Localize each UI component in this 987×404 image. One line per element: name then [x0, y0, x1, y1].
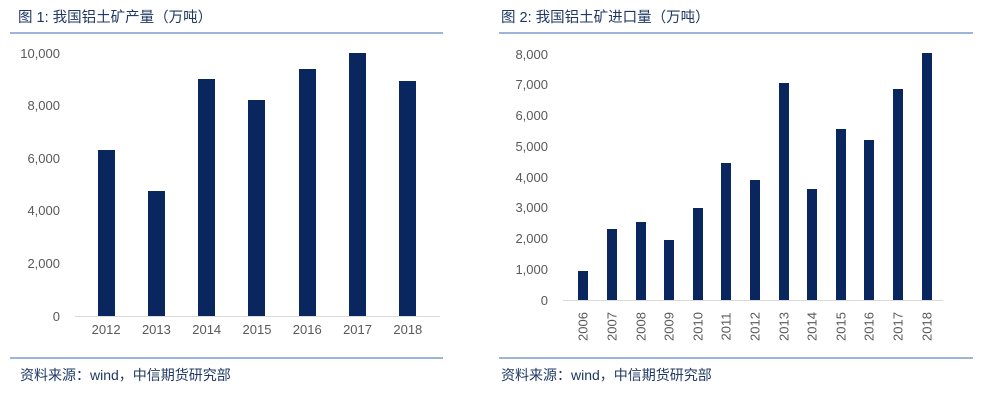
x-axis-label: 2018	[393, 322, 423, 337]
x-axis-label: 2014	[804, 312, 820, 341]
chart-title: 图 2: 我国铝土矿进口量（万吨）	[501, 10, 710, 26]
bar	[578, 270, 589, 300]
x-axis-label: 2015	[833, 312, 849, 341]
figure-panel-imports: 图 2: 我国铝土矿进口量（万吨） 0 1,000 2,000 3,000 4,000 5…	[493, 0, 987, 404]
y-axis-tick-label: 8,000	[27, 98, 60, 114]
y-axis-tick-label: 0	[52, 308, 60, 324]
bar	[749, 180, 760, 300]
bar	[664, 240, 675, 300]
x-axis-label: 2014	[192, 322, 222, 337]
y-axis-tick-label: 10,000	[20, 45, 60, 61]
y-axis-tick-label: 8,000	[515, 46, 548, 62]
bar	[606, 229, 617, 300]
bar	[97, 150, 115, 316]
x-axis-label: 2017	[343, 322, 372, 337]
source-rule	[10, 357, 443, 359]
x-axis-label: 2013	[141, 322, 171, 337]
bar	[635, 221, 646, 300]
bar	[198, 79, 216, 316]
figure-panel-production: 图 1: 我国铝土矿产量（万吨） 0 2,000 4,000 6,000 8,000 10…	[0, 0, 493, 404]
y-axis-tick-label: 7,000	[515, 77, 548, 93]
x-axis-line	[563, 300, 943, 301]
x-axis-label: 2013	[776, 312, 792, 341]
source-note: 资料来源：wind，中信期货研究部	[501, 367, 712, 383]
bar-chart-production: 0 2,000 4,000 6,000 8,000 10,000 2012 2013 2014 2…	[0, 0, 493, 404]
x-axis-line	[75, 316, 440, 317]
x-axis-label: 2018	[919, 312, 935, 341]
bar	[692, 207, 703, 300]
bars-area	[81, 53, 433, 316]
source-note: 资料来源：wind，中信期货研究部	[20, 367, 231, 383]
x-axis-label: 2007	[604, 312, 620, 341]
x-axis-label: 2017	[890, 312, 906, 341]
bar	[248, 100, 266, 316]
x-axis-label: 2016	[292, 322, 322, 337]
x-axis-label: 2016	[861, 312, 877, 341]
bars-area	[569, 52, 941, 300]
title-rule	[10, 32, 443, 34]
x-axis-label: 2012	[747, 312, 763, 341]
bar	[399, 80, 417, 316]
bar	[807, 189, 818, 300]
bar	[349, 53, 367, 316]
y-axis-tick-label: 1,000	[515, 261, 548, 277]
y-axis-tick-label: 6,000	[27, 150, 60, 166]
bar	[835, 129, 846, 300]
x-axis-label: 2015	[242, 322, 272, 337]
y-axis-tick-label: 5,000	[515, 138, 548, 154]
bar	[921, 52, 932, 300]
x-axis-label: 2008	[633, 312, 649, 341]
bar	[893, 89, 903, 300]
y-axis-tick-label: 3,000	[515, 200, 548, 216]
x-axis-label: 2010	[690, 312, 706, 341]
x-axis-label: 2006	[575, 312, 591, 341]
y-axis-tick-label: 2,000	[27, 255, 60, 271]
y-axis-tick-label: 4,000	[515, 169, 548, 185]
bar	[864, 140, 875, 300]
chart-title: 图 1: 我国铝土矿产量（万吨）	[18, 10, 213, 26]
bar	[298, 68, 316, 316]
x-axis-label: 2011	[718, 312, 734, 341]
x-axis-labels: 2006 2007 2008 2009 2010 2011 2012 2013 2014 2015…	[569, 306, 941, 348]
title-rule	[499, 32, 973, 34]
bar	[147, 191, 165, 316]
bar	[721, 163, 732, 300]
bar	[778, 83, 789, 300]
y-axis-tick-label: 2,000	[515, 231, 548, 246]
bar-chart-imports: 0 1,000 2,000 3,000 4,000 5,000 6,000 7,000 8,00…	[493, 0, 987, 404]
y-axis-tick-label: 6,000	[515, 108, 548, 123]
x-axis-label: 2009	[661, 312, 677, 341]
source-rule	[499, 357, 973, 359]
x-axis-labels: 2012 2013 2014 2015 2016 2017 2018	[81, 322, 433, 340]
y-axis-tick-label: 4,000	[27, 203, 60, 219]
x-axis-label: 2012	[91, 322, 121, 337]
y-axis-tick-label: 0	[540, 292, 548, 308]
